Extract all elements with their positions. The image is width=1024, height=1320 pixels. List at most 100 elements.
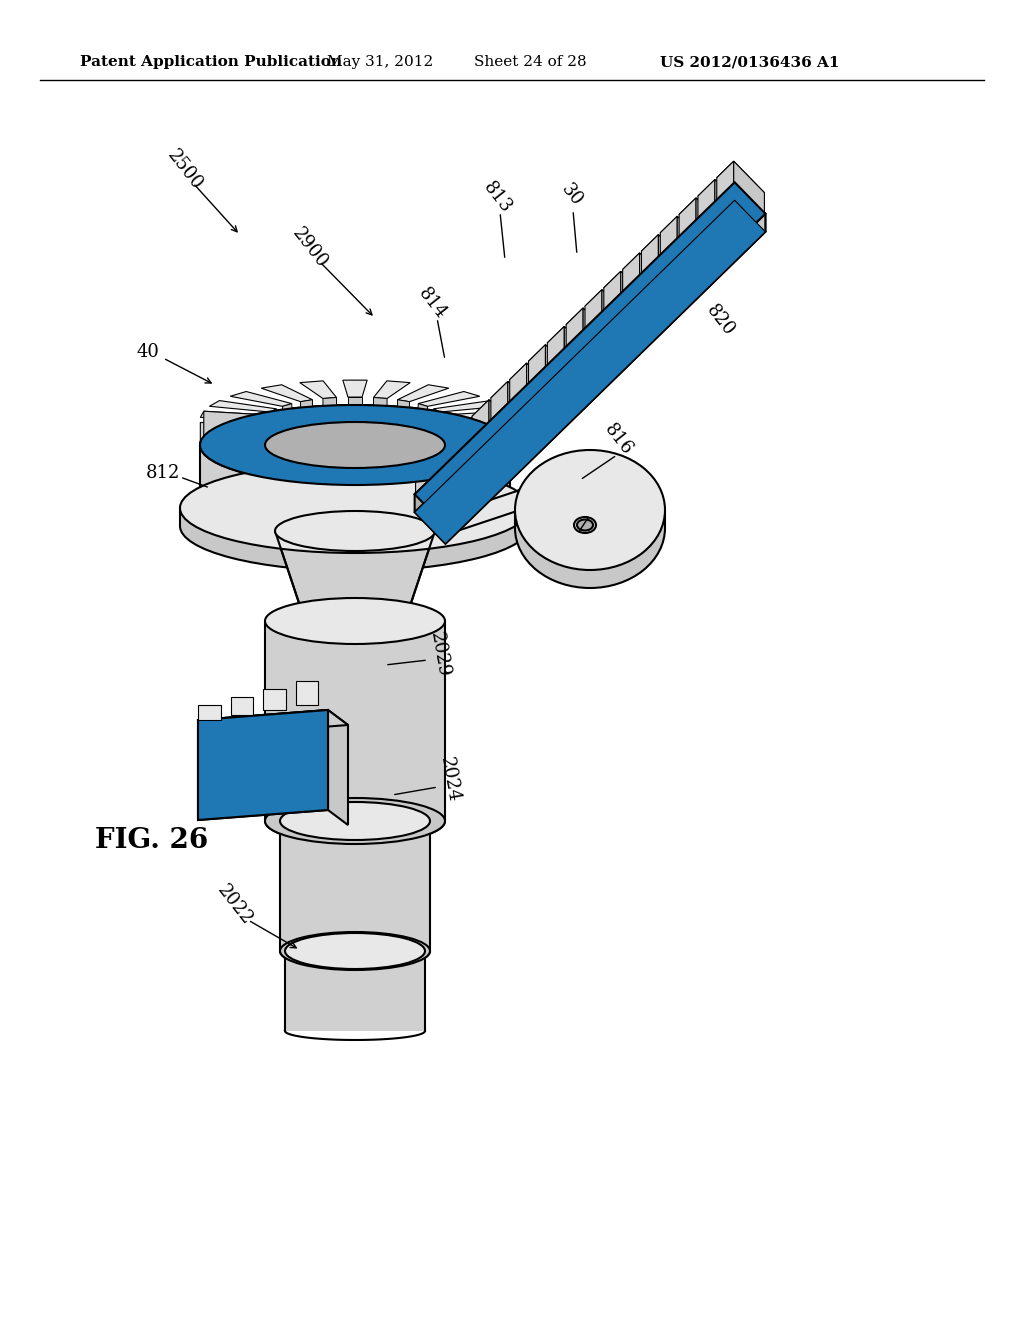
Polygon shape bbox=[296, 681, 318, 705]
Polygon shape bbox=[734, 182, 765, 232]
Polygon shape bbox=[470, 418, 501, 471]
Ellipse shape bbox=[280, 932, 430, 970]
Polygon shape bbox=[261, 438, 312, 455]
Text: 818: 818 bbox=[558, 533, 592, 550]
Polygon shape bbox=[515, 510, 665, 528]
Polygon shape bbox=[734, 161, 765, 215]
Polygon shape bbox=[454, 418, 501, 466]
Polygon shape bbox=[418, 434, 427, 462]
Polygon shape bbox=[660, 216, 708, 264]
Polygon shape bbox=[418, 437, 464, 474]
Polygon shape bbox=[418, 434, 479, 449]
Polygon shape bbox=[460, 490, 520, 531]
Polygon shape bbox=[640, 253, 671, 306]
Polygon shape bbox=[508, 381, 539, 434]
Polygon shape bbox=[374, 442, 387, 484]
Polygon shape bbox=[442, 425, 506, 454]
Polygon shape bbox=[510, 363, 526, 401]
Polygon shape bbox=[660, 216, 677, 255]
Polygon shape bbox=[434, 432, 490, 465]
Polygon shape bbox=[490, 381, 539, 429]
Polygon shape bbox=[374, 397, 387, 424]
Ellipse shape bbox=[515, 469, 665, 587]
Ellipse shape bbox=[265, 477, 445, 523]
Polygon shape bbox=[418, 392, 479, 407]
Polygon shape bbox=[444, 417, 510, 444]
Polygon shape bbox=[510, 363, 557, 411]
Polygon shape bbox=[679, 198, 696, 236]
Text: Sheet 24 of 28: Sheet 24 of 28 bbox=[474, 55, 587, 69]
Polygon shape bbox=[677, 216, 708, 269]
Polygon shape bbox=[230, 392, 292, 407]
Polygon shape bbox=[280, 821, 430, 950]
Polygon shape bbox=[270, 409, 276, 437]
Ellipse shape bbox=[280, 932, 430, 970]
Polygon shape bbox=[374, 441, 387, 467]
Ellipse shape bbox=[180, 463, 530, 553]
Polygon shape bbox=[472, 400, 520, 447]
Polygon shape bbox=[416, 455, 463, 503]
Polygon shape bbox=[415, 182, 765, 525]
Polygon shape bbox=[200, 445, 510, 500]
Polygon shape bbox=[265, 421, 267, 450]
Text: 812: 812 bbox=[145, 465, 180, 482]
Polygon shape bbox=[604, 272, 651, 319]
Polygon shape bbox=[418, 404, 427, 432]
Polygon shape bbox=[348, 444, 362, 467]
Polygon shape bbox=[201, 412, 267, 418]
Polygon shape bbox=[566, 308, 583, 347]
Polygon shape bbox=[548, 326, 595, 375]
Polygon shape bbox=[585, 289, 602, 329]
Polygon shape bbox=[698, 180, 715, 218]
Polygon shape bbox=[442, 421, 444, 450]
Polygon shape bbox=[397, 400, 410, 426]
Polygon shape bbox=[397, 441, 428, 480]
Ellipse shape bbox=[265, 799, 445, 843]
Polygon shape bbox=[489, 400, 520, 453]
Polygon shape bbox=[209, 400, 276, 412]
Polygon shape bbox=[300, 441, 337, 459]
Polygon shape bbox=[715, 180, 745, 234]
Polygon shape bbox=[548, 326, 564, 364]
Polygon shape bbox=[201, 421, 265, 447]
Polygon shape bbox=[301, 438, 312, 465]
Polygon shape bbox=[415, 182, 765, 525]
Polygon shape bbox=[583, 308, 613, 362]
Text: 813: 813 bbox=[479, 180, 515, 216]
Polygon shape bbox=[265, 445, 445, 500]
Polygon shape bbox=[270, 428, 276, 457]
Polygon shape bbox=[623, 253, 671, 301]
Polygon shape bbox=[585, 289, 633, 338]
Polygon shape bbox=[397, 438, 449, 455]
Ellipse shape bbox=[180, 480, 530, 572]
Polygon shape bbox=[526, 363, 557, 417]
Text: 40: 40 bbox=[136, 343, 160, 360]
Ellipse shape bbox=[574, 517, 596, 533]
Polygon shape bbox=[263, 689, 286, 710]
Text: US 2012/0136436 A1: US 2012/0136436 A1 bbox=[660, 55, 840, 69]
Polygon shape bbox=[415, 201, 765, 544]
Polygon shape bbox=[434, 428, 501, 440]
Text: 30: 30 bbox=[558, 181, 586, 210]
Polygon shape bbox=[198, 705, 221, 719]
Polygon shape bbox=[698, 180, 745, 227]
Text: 2029: 2029 bbox=[427, 631, 453, 678]
Polygon shape bbox=[301, 400, 312, 426]
Ellipse shape bbox=[200, 405, 510, 484]
Polygon shape bbox=[323, 397, 337, 424]
Polygon shape bbox=[209, 428, 270, 459]
Polygon shape bbox=[546, 345, 577, 399]
Polygon shape bbox=[528, 345, 546, 383]
Polygon shape bbox=[454, 418, 470, 457]
Polygon shape bbox=[283, 404, 292, 432]
Polygon shape bbox=[265, 414, 267, 444]
Polygon shape bbox=[415, 201, 765, 544]
Text: 816: 816 bbox=[600, 421, 636, 459]
Polygon shape bbox=[566, 308, 613, 356]
Polygon shape bbox=[204, 412, 267, 440]
Polygon shape bbox=[564, 326, 595, 380]
Polygon shape bbox=[528, 345, 577, 393]
Polygon shape bbox=[432, 455, 463, 508]
Polygon shape bbox=[641, 235, 658, 273]
Polygon shape bbox=[717, 161, 734, 199]
